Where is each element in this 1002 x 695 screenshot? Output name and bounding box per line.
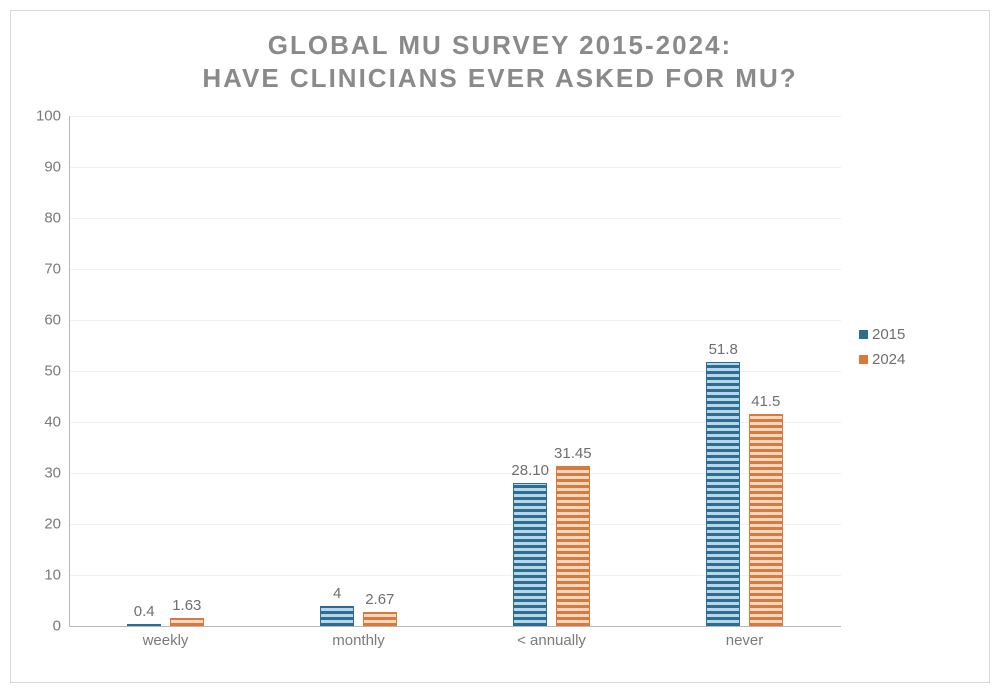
- x-tick-label: monthly: [332, 626, 385, 649]
- bar-value-label: 2.67: [365, 591, 394, 612]
- legend-item: 2024: [859, 351, 905, 368]
- y-tick-label: 50: [44, 363, 69, 380]
- gridline: [69, 320, 841, 321]
- y-axis-line: [69, 116, 70, 626]
- bar: [706, 362, 741, 626]
- y-tick-label: 60: [44, 312, 69, 329]
- plot-area: 0102030405060708090100weekly0.41.63month…: [69, 116, 841, 626]
- bar: [513, 483, 548, 626]
- y-tick-label: 100: [36, 108, 69, 125]
- gridline: [69, 269, 841, 270]
- y-tick-label: 10: [44, 567, 69, 584]
- bar: [170, 618, 205, 626]
- bar-value-label: 1.63: [172, 597, 201, 618]
- bar-value-label: 28.10: [511, 462, 549, 483]
- y-tick-label: 80: [44, 210, 69, 227]
- legend-swatch: [859, 355, 868, 364]
- bar-value-label: 0.4: [134, 603, 155, 624]
- legend-item: 2015: [859, 326, 905, 343]
- y-tick-label: 40: [44, 414, 69, 431]
- x-tick-label: < annually: [517, 626, 586, 649]
- gridline: [69, 218, 841, 219]
- chart-frame: GLOBAL MU SURVEY 2015-2024: HAVE CLINICI…: [10, 10, 990, 683]
- gridline: [69, 167, 841, 168]
- x-tick-label: never: [726, 626, 764, 649]
- y-tick-label: 0: [53, 618, 69, 635]
- bar-value-label: 41.5: [751, 393, 780, 414]
- y-tick-label: 90: [44, 159, 69, 176]
- bar-value-label: 51.8: [709, 341, 738, 362]
- bar: [749, 414, 784, 626]
- legend-label: 2024: [872, 351, 905, 368]
- bar: [127, 624, 162, 626]
- x-tick-label: weekly: [143, 626, 189, 649]
- legend: 2015 2024: [859, 326, 905, 376]
- bar-value-label: 31.45: [554, 445, 592, 466]
- legend-label: 2015: [872, 326, 905, 343]
- y-tick-label: 20: [44, 516, 69, 533]
- bar-value-label: 4: [333, 585, 341, 606]
- y-tick-label: 30: [44, 465, 69, 482]
- y-tick-label: 70: [44, 261, 69, 278]
- gridline: [69, 116, 841, 117]
- legend-swatch: [859, 330, 868, 339]
- bar: [556, 466, 591, 626]
- title-line-1: GLOBAL MU SURVEY 2015-2024:: [11, 29, 989, 62]
- bar: [320, 606, 355, 626]
- bar: [363, 612, 398, 626]
- chart-title: GLOBAL MU SURVEY 2015-2024: HAVE CLINICI…: [11, 11, 989, 94]
- title-line-2: HAVE CLINICIANS EVER ASKED FOR MU?: [11, 62, 989, 95]
